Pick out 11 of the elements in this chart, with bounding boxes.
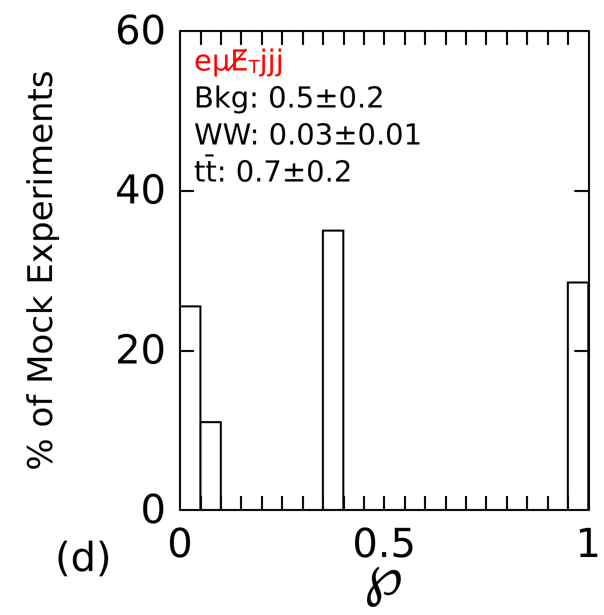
annotation: Bkg: 0.5±0.2: [194, 80, 385, 114]
annotation: tt̄: 0.7±0.2: [194, 154, 352, 188]
y-tick-label: 60: [115, 8, 166, 54]
annotation: WW: 0.03±0.01: [194, 118, 422, 152]
y-tick-label: 20: [115, 327, 166, 374]
x-tick-label: 1: [576, 521, 601, 567]
text: (d): [55, 535, 112, 581]
y-tick-label: 0: [140, 487, 166, 533]
annotation: eμE̸Tjjj: [194, 44, 284, 78]
y-axis-title: % of Mock Experiments: [21, 70, 61, 471]
y-tick-label: 40: [115, 168, 166, 214]
